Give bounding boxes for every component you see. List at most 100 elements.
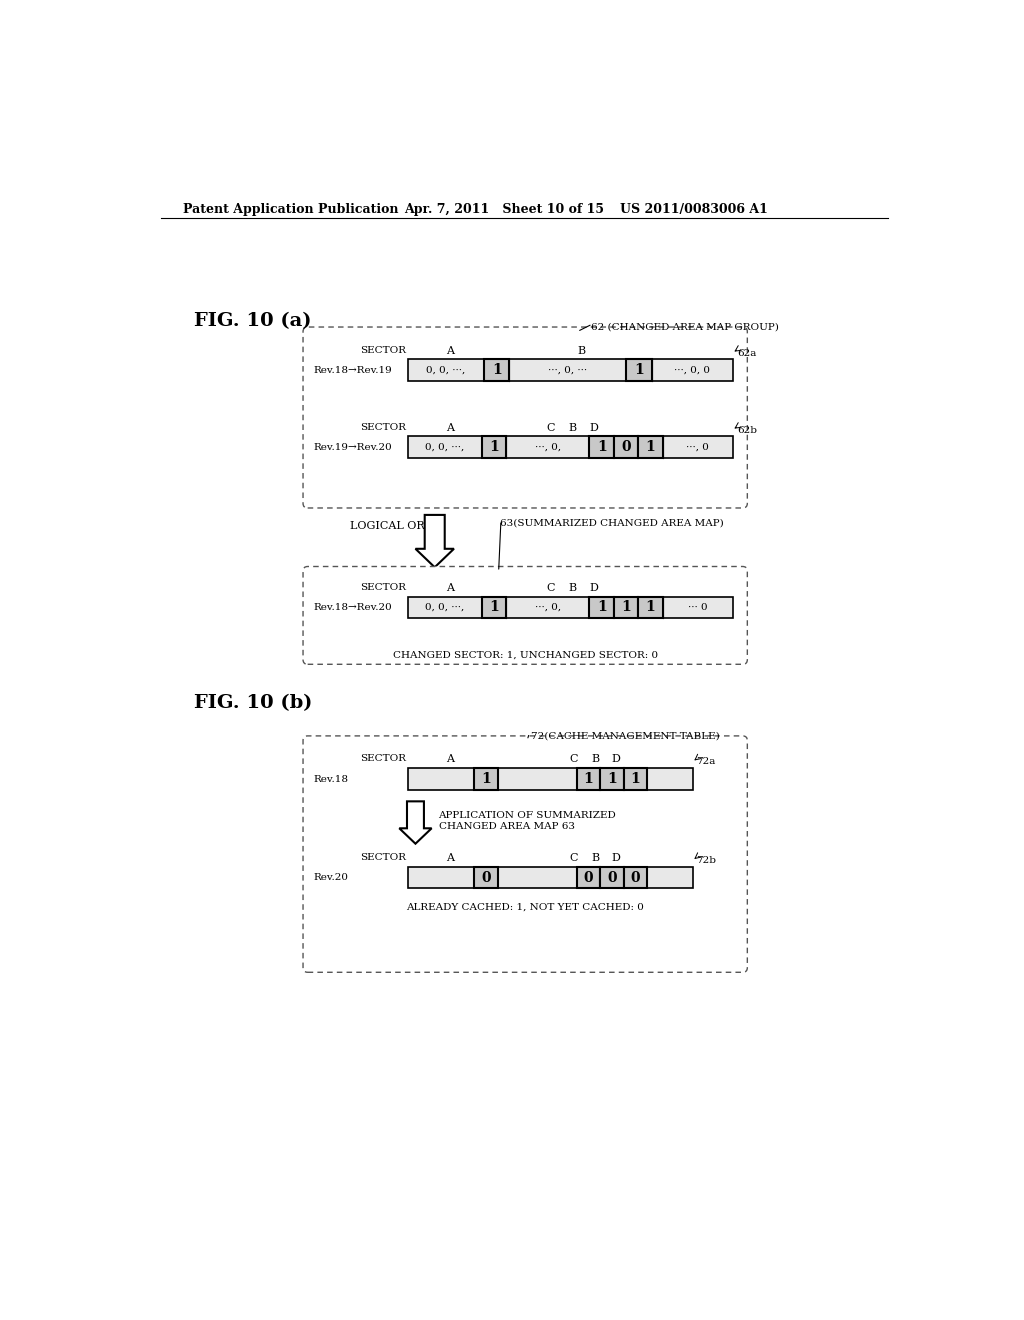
Text: A: A [446,422,455,433]
Bar [474,867,498,888]
Text: C: C [547,422,555,433]
Text: CHANGED AREA MAP 63: CHANGED AREA MAP 63 [438,822,574,832]
Text: 1: 1 [584,772,593,785]
Text: Patent Application Publication: Patent Application Publication [183,203,398,216]
Text: 1: 1 [631,772,640,785]
Text: A: A [446,755,455,764]
Text: ···, 0, 0: ···, 0, 0 [674,366,711,375]
Text: Apr. 7, 2011   Sheet 10 of 15: Apr. 7, 2011 Sheet 10 of 15 [403,203,604,216]
Text: 72b: 72b [696,857,717,865]
Text: 63(SUMMARIZED CHANGED AREA MAP): 63(SUMMARIZED CHANGED AREA MAP) [500,519,724,528]
Text: US 2011/0083006 A1: US 2011/0083006 A1 [620,203,767,216]
Text: APPLICATION OF SUMMARIZED: APPLICATION OF SUMMARIZED [438,810,616,820]
Text: 0: 0 [584,871,593,884]
Bar [638,597,663,618]
Text: D: D [590,422,598,433]
Text: SECTOR: SECTOR [360,853,407,862]
Text: C: C [569,755,578,764]
Text: 0: 0 [631,871,640,884]
Text: 1: 1 [489,440,499,454]
Text: A: A [446,346,455,355]
Text: 0: 0 [622,440,631,454]
FancyBboxPatch shape [303,737,748,973]
Text: 72(CACHE MANAGEMENT TABLE): 72(CACHE MANAGEMENT TABLE) [531,731,720,741]
Text: SECTOR: SECTOR [360,755,407,763]
Text: Rev.18: Rev.18 [313,775,349,784]
Text: 1: 1 [607,772,616,785]
Text: ···, 0,: ···, 0, [535,442,561,451]
Text: Rev.20: Rev.20 [313,873,349,882]
Bar [614,597,638,618]
Polygon shape [416,515,454,568]
Bar [577,867,600,888]
Text: SECTOR: SECTOR [360,422,407,432]
Bar [474,768,498,789]
Text: C: C [569,853,578,863]
Text: B: B [578,346,586,355]
Text: B: B [568,422,577,433]
Text: 1: 1 [634,363,644,378]
Text: LOGICAL OR: LOGICAL OR [350,521,425,531]
Text: 0, 0, ···,: 0, 0, ···, [425,603,465,611]
Text: ···, 0,: ···, 0, [535,603,561,611]
Bar [408,597,733,618]
Bar [482,597,507,618]
Text: D: D [611,755,621,764]
Text: B: B [591,853,599,863]
Text: ···, 0: ···, 0 [686,442,710,451]
Text: D: D [611,853,621,863]
Text: Rev.18→Rev.20: Rev.18→Rev.20 [313,603,392,611]
Text: CHANGED SECTOR: 1, UNCHANGED SECTOR: 0: CHANGED SECTOR: 1, UNCHANGED SECTOR: 0 [392,651,657,660]
Text: ···, 0, ···: ···, 0, ··· [549,366,588,375]
Bar [484,359,510,381]
FancyBboxPatch shape [303,327,748,508]
Text: ALREADY CACHED: 1, NOT YET CACHED: 0: ALREADY CACHED: 1, NOT YET CACHED: 0 [407,903,644,911]
Text: 62b: 62b [737,425,758,434]
Bar [627,359,651,381]
Text: Rev.18→Rev.19: Rev.18→Rev.19 [313,366,392,375]
Text: 1: 1 [489,601,499,614]
Text: FIG. 10 (a): FIG. 10 (a) [194,313,311,330]
Polygon shape [399,801,432,843]
Bar [590,437,614,458]
Text: A: A [446,853,455,863]
Bar [624,768,647,789]
FancyBboxPatch shape [303,566,748,664]
Bar [408,437,733,458]
Text: 0, 0, ···,: 0, 0, ···, [426,366,466,375]
Text: B: B [591,755,599,764]
Text: 0, 0, ···,: 0, 0, ···, [425,442,465,451]
Bar [482,437,507,458]
Bar [614,437,638,458]
Bar [638,437,663,458]
Bar [600,768,624,789]
Text: SECTOR: SECTOR [360,346,407,355]
Bar [408,867,692,888]
Bar [600,867,624,888]
Text: 0: 0 [607,871,616,884]
Text: 1: 1 [646,440,655,454]
Text: FIG. 10 (b): FIG. 10 (b) [194,694,312,713]
Text: ··· 0: ··· 0 [688,603,708,611]
Bar [408,768,692,789]
Text: 72a: 72a [696,758,716,767]
Text: 1: 1 [646,601,655,614]
Text: 0: 0 [481,871,490,884]
Text: 1: 1 [481,772,490,785]
Text: 1: 1 [492,363,502,378]
Text: 62a: 62a [737,348,757,358]
Text: D: D [590,582,598,593]
Text: Rev.19→Rev.20: Rev.19→Rev.20 [313,442,392,451]
Text: 62 (CHANGED AREA MAP GROUP): 62 (CHANGED AREA MAP GROUP) [591,322,779,331]
Bar [577,768,600,789]
Text: 1: 1 [597,601,606,614]
Text: 1: 1 [597,440,606,454]
Text: A: A [446,582,455,593]
Text: B: B [568,582,577,593]
Bar [408,359,733,381]
Text: SECTOR: SECTOR [360,582,407,591]
Text: 1: 1 [622,601,631,614]
Bar [624,867,647,888]
Text: C: C [547,582,555,593]
Bar [590,597,614,618]
